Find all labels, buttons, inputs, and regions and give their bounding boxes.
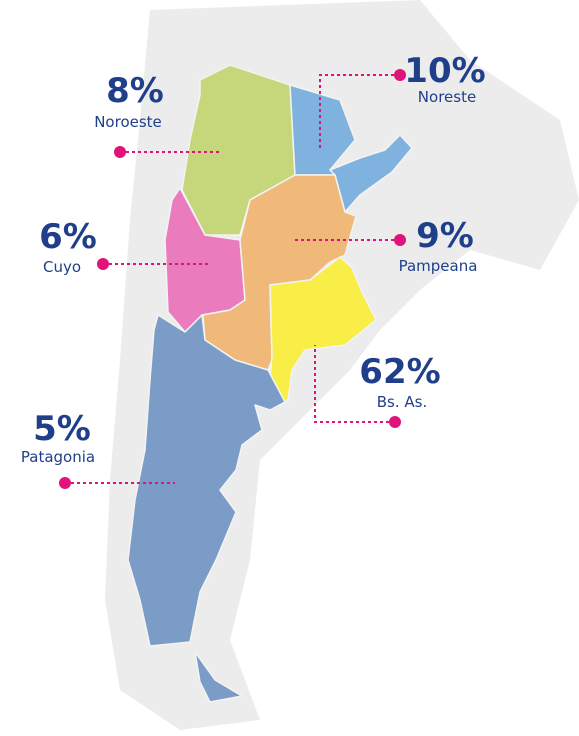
region-pampeana — [202, 174, 357, 371]
leader-dot — [389, 416, 401, 428]
leader-dot — [394, 69, 406, 81]
region-name: Patagonia — [21, 448, 95, 466]
leader-dot — [114, 146, 126, 158]
leader-dot — [394, 234, 406, 246]
region-share: 9% — [416, 216, 474, 256]
regions — [127, 64, 413, 703]
region-name: Bs. As. — [377, 393, 428, 411]
region-share: 10% — [404, 51, 485, 91]
region-noroeste — [181, 64, 296, 236]
region-share: 62% — [359, 352, 440, 392]
region-name: Pampeana — [399, 257, 478, 275]
leader-dot — [59, 477, 71, 489]
tierra-del-fuego — [194, 651, 243, 703]
leader-line — [319, 74, 400, 150]
region-share: 5% — [33, 409, 91, 449]
region-share: 6% — [39, 217, 97, 257]
leader-dot — [97, 258, 109, 270]
leader-line — [314, 345, 395, 423]
region-name: Noreste — [418, 88, 476, 106]
region-patagonia — [127, 314, 286, 647]
region-name: Cuyo — [43, 258, 81, 276]
region-name: Noroeste — [94, 113, 162, 131]
region-share: 8% — [106, 71, 164, 111]
callouts: 8% Noroeste 10% Noreste 6% Cuyo 9% Pampe… — [21, 51, 486, 489]
